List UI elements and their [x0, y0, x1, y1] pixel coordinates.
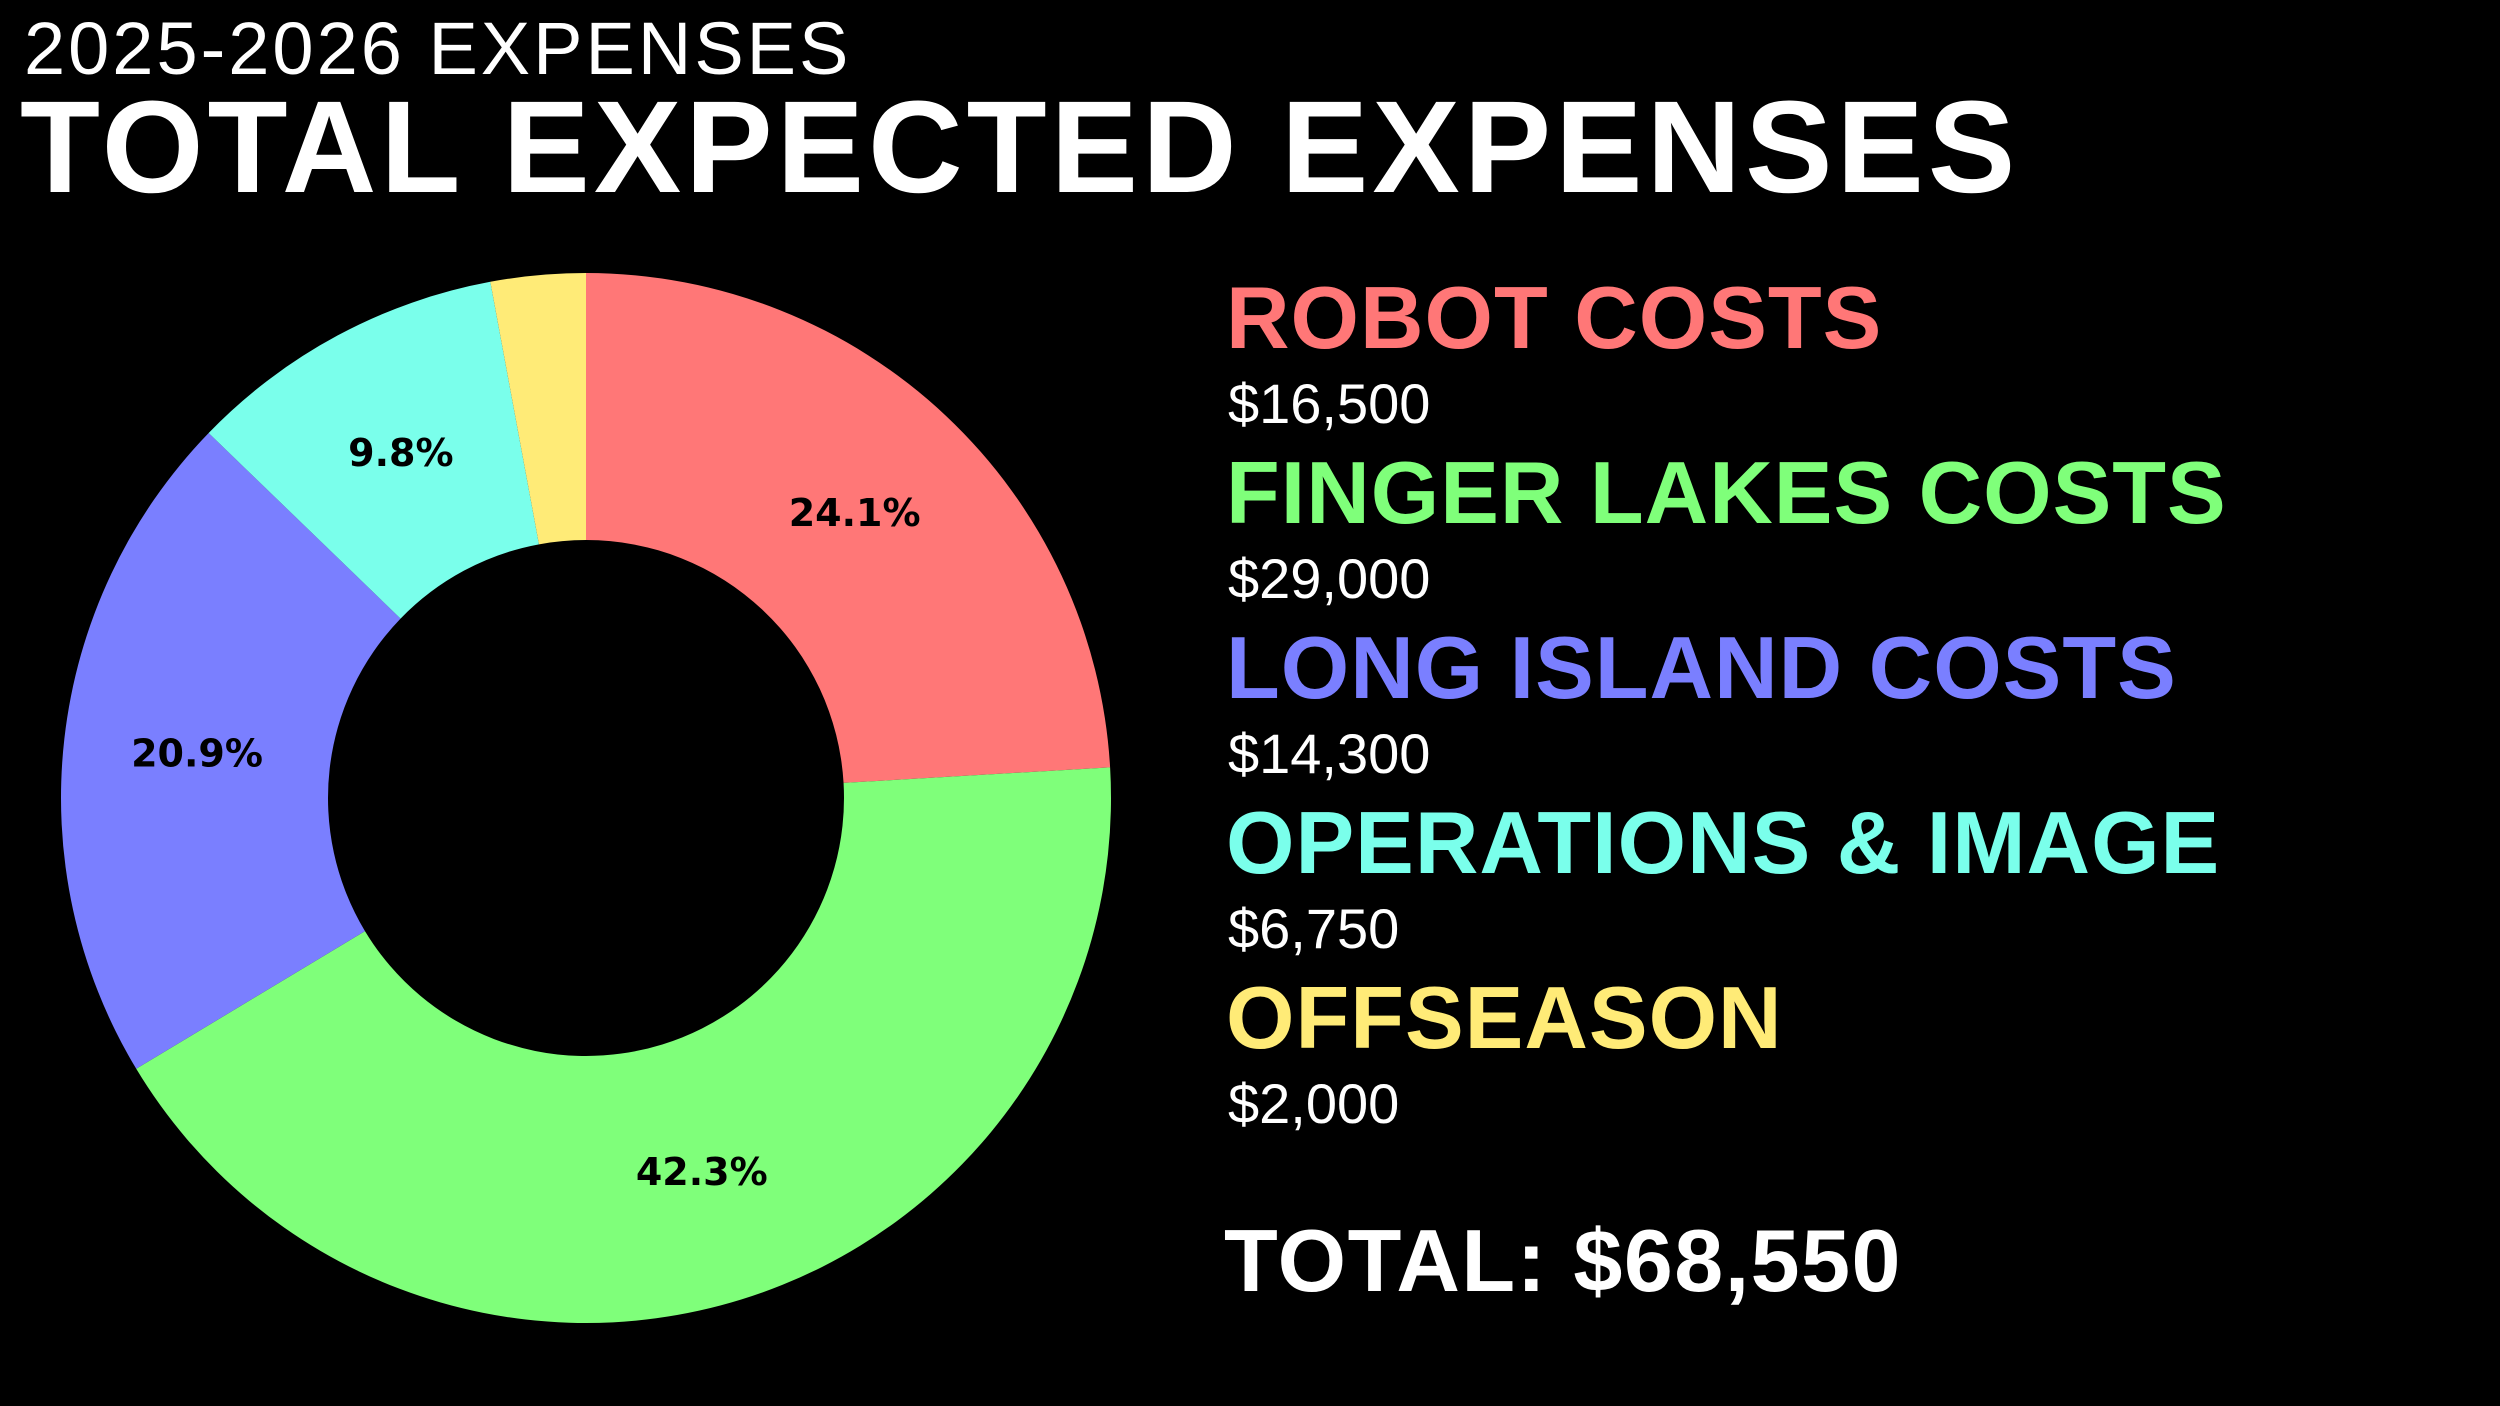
donut-slice-finger-lakes-costs — [136, 767, 1111, 1323]
legend-value: $16,500 — [1228, 372, 1431, 435]
legend-label: FINGER LAKES COSTS — [1226, 443, 2227, 542]
donut-chart: 24.1% 42.3% 20.9% 9.8% — [0, 0, 1200, 1406]
legend-value: $14,300 — [1228, 722, 1431, 785]
slice-percent-label: 24.1% — [789, 491, 921, 535]
legend-value: $6,750 — [1228, 897, 1400, 960]
legend-label: OPERATIONS & IMAGE — [1226, 793, 2221, 892]
donut-slice-offseason — [490, 273, 586, 545]
legend-label: OFFSEASON — [1226, 968, 1783, 1067]
slice-percent-label: 20.9% — [131, 732, 263, 776]
donut-slice-robot-costs — [586, 273, 1111, 783]
legend-label: LONG ISLAND COSTS — [1226, 618, 2177, 717]
legend-value: $29,000 — [1228, 547, 1431, 610]
donut-slice-long-island-costs — [61, 432, 401, 1069]
slice-percent-label: 9.8% — [348, 431, 453, 475]
total-amount: TOTAL: $68,550 — [1224, 1211, 1902, 1310]
donut-svg: 24.1% 42.3% 20.9% 9.8% — [61, 273, 1111, 1323]
legend-label: ROBOT COSTS — [1226, 268, 1883, 367]
slice-percent-label: 42.3% — [636, 1150, 768, 1194]
legend-value: $2,000 — [1228, 1072, 1400, 1135]
chart-title: TOTAL EXPECTED EXPENSES — [20, 73, 2020, 220]
chart-subtitle: 2025-2026 EXPENSES — [24, 7, 852, 90]
donut-slice-operations-image — [208, 281, 539, 619]
